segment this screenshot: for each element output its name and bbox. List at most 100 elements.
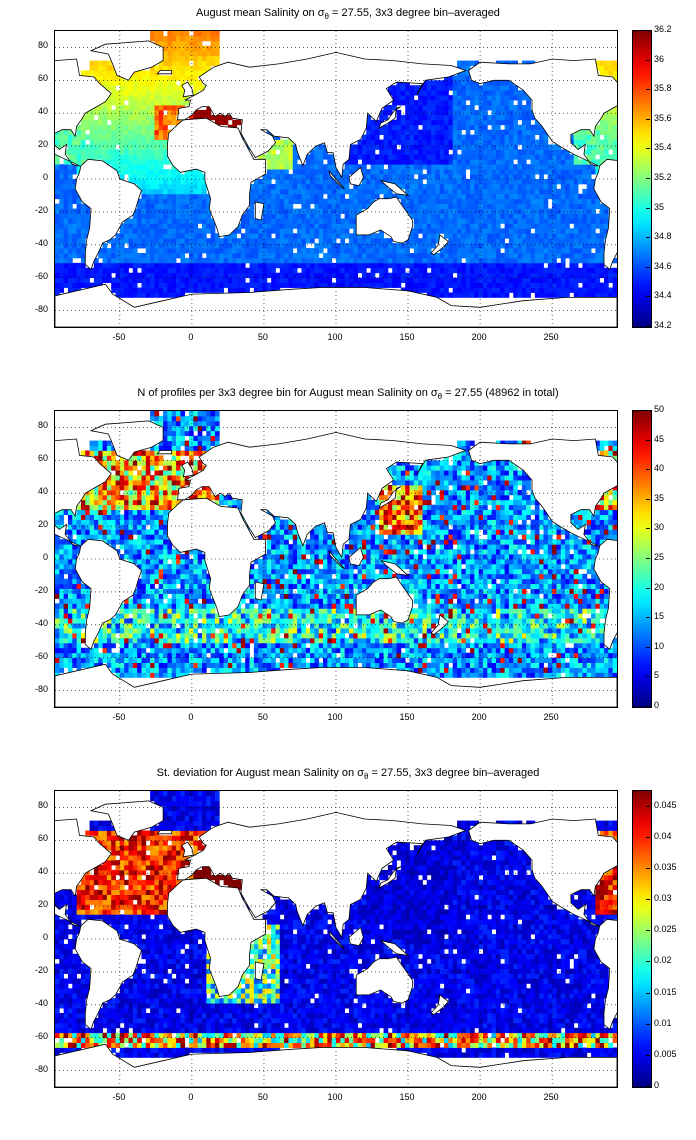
- y-tick-label: -80: [34, 1063, 48, 1074]
- y-tick-label: -40: [34, 617, 48, 628]
- x-tick-label: 0: [188, 332, 194, 342]
- x-tick-label: 50: [257, 712, 268, 722]
- title-text: August mean Salinity on: [196, 7, 318, 19]
- colorbar-tick-label: 35: [654, 201, 665, 212]
- colorbar-tick-label: 0.015: [654, 986, 677, 997]
- y-tick-label: 60: [37, 453, 48, 464]
- colorbar: [632, 790, 652, 1088]
- colorbar-tick-label: 35.4: [654, 142, 672, 153]
- y-tick-label: -60: [34, 270, 48, 281]
- colorbar-tick-mark: [646, 961, 650, 963]
- panel-title: N of profiles per 3x3 degree bin for Aug…: [0, 387, 696, 401]
- map-axes: [54, 30, 618, 328]
- map-plot: [55, 411, 617, 707]
- y-tick-label: 80: [37, 420, 48, 431]
- y-tick-label: -20: [34, 964, 48, 975]
- x-tick-label: 150: [399, 332, 415, 342]
- colorbar-tick-mark: [646, 469, 650, 471]
- data-cells: [55, 411, 617, 678]
- colorbar-tick-mark: [646, 148, 650, 150]
- colorbar-tick-mark: [646, 1086, 650, 1087]
- title-subscript: θ: [363, 772, 369, 782]
- colorbar-tick-mark: [646, 528, 650, 530]
- map-axes: [54, 790, 618, 1088]
- colorbar-tick-mark: [646, 867, 650, 869]
- y-tick-label: -60: [34, 1030, 48, 1041]
- map-plot: [55, 31, 617, 327]
- colorbar-tick-label: 0: [654, 1080, 660, 1090]
- colorbar-tick-label: 50: [654, 404, 665, 414]
- y-tick-label: 60: [37, 73, 48, 84]
- colorbar-tick-mark: [646, 805, 650, 807]
- x-tick-label: -50: [112, 332, 126, 342]
- title-text: N of profiles per 3x3 degree bin for Aug…: [137, 387, 431, 399]
- colorbar-tick-label: 0.02: [654, 955, 672, 966]
- title-text-suffix: = 27.55, 3x3 degree bin–averaged: [368, 767, 540, 779]
- y-tick-label: -40: [34, 237, 48, 248]
- colorbar-tick-mark: [646, 1054, 650, 1056]
- title-text-suffix: = 27.55, 3x3 degree bin–averaged: [328, 7, 500, 19]
- colorbar-tick-mark: [646, 706, 650, 707]
- colorbar-tick-mark: [646, 266, 650, 268]
- colorbar-tick-mark: [646, 836, 650, 838]
- x-tick-label: 150: [399, 712, 415, 722]
- x-tick-label: 0: [188, 1092, 194, 1102]
- colorbar-tick-mark: [646, 992, 650, 994]
- colorbar-tick-label: 25: [654, 552, 665, 562]
- colorbar: [632, 30, 652, 328]
- y-tick-label: 40: [37, 866, 48, 877]
- y-tick-label: -40: [34, 997, 48, 1008]
- x-tick-label: 150: [399, 1092, 415, 1102]
- y-tick-label: -80: [34, 303, 48, 314]
- x-tick-label: 250: [543, 332, 559, 342]
- colorbar-tick-mark: [646, 558, 650, 559]
- colorbar-tick-mark: [646, 326, 650, 327]
- x-tick-label: 250: [543, 712, 559, 722]
- title-text-suffix: = 27.55 (48962 in total): [442, 387, 559, 399]
- colorbar-tick-label: 35.6: [654, 112, 672, 123]
- colorbar-tick-label: 34.8: [654, 231, 672, 242]
- colorbar-tick-mark: [646, 930, 650, 932]
- colorbar-tick-mark: [646, 676, 650, 678]
- colorbar-tick-label: 15: [654, 611, 665, 622]
- colorbar-tick-label: 34.6: [654, 260, 672, 271]
- colorbar-tick-mark: [646, 1023, 650, 1025]
- panel-title: St. deviation for August mean Salinity o…: [0, 767, 696, 781]
- colorbar-tick-mark: [646, 30, 650, 31]
- colorbar-tick-label: 30: [654, 522, 665, 533]
- colorbar-tick-label: 0.005: [654, 1048, 677, 1059]
- colorbar-tick-label: 5: [654, 670, 660, 681]
- colorbar-tick-label: 45: [654, 433, 665, 444]
- title-text: St. deviation for August mean Salinity o…: [156, 767, 358, 779]
- x-tick-label: 50: [257, 1092, 268, 1102]
- x-tick-label: -50: [112, 1092, 126, 1102]
- colorbar-tick-label: 0.035: [654, 861, 677, 872]
- colorbar-tick-label: 35: [654, 492, 665, 503]
- colorbar-tick-mark: [646, 59, 650, 61]
- x-tick-label: 100: [327, 1092, 343, 1102]
- x-tick-label: -50: [112, 712, 126, 722]
- colorbar-tick-label: 36.2: [654, 24, 672, 34]
- gridlines: [55, 411, 617, 707]
- y-tick-label: 80: [37, 800, 48, 811]
- colorbar-tick-mark: [646, 89, 650, 91]
- x-tick-label: 100: [327, 712, 343, 722]
- title-subscript: θ: [437, 392, 443, 402]
- x-tick-label: 200: [471, 712, 487, 722]
- panel-salinity-std: St. deviation for August mean Salinity o…: [0, 760, 696, 1102]
- colorbar-tick-label: 34.4: [654, 290, 672, 301]
- colorbar: [632, 410, 652, 708]
- x-tick-label: 100: [327, 332, 343, 342]
- y-tick-label: 20: [37, 899, 48, 910]
- x-tick-label: 200: [471, 332, 487, 342]
- colorbar-tick-label: 20: [654, 581, 665, 592]
- colorbar-tick-label: 10: [654, 640, 665, 651]
- gridlines: [55, 31, 617, 327]
- coastlines: [55, 420, 617, 707]
- y-tick-label: 0: [42, 172, 48, 182]
- colorbar-tick-mark: [646, 899, 650, 901]
- title-symbol: σ: [430, 387, 438, 399]
- y-tick-label: 60: [37, 833, 48, 844]
- y-tick-label: 40: [37, 106, 48, 117]
- y-tick-label: 0: [42, 932, 48, 942]
